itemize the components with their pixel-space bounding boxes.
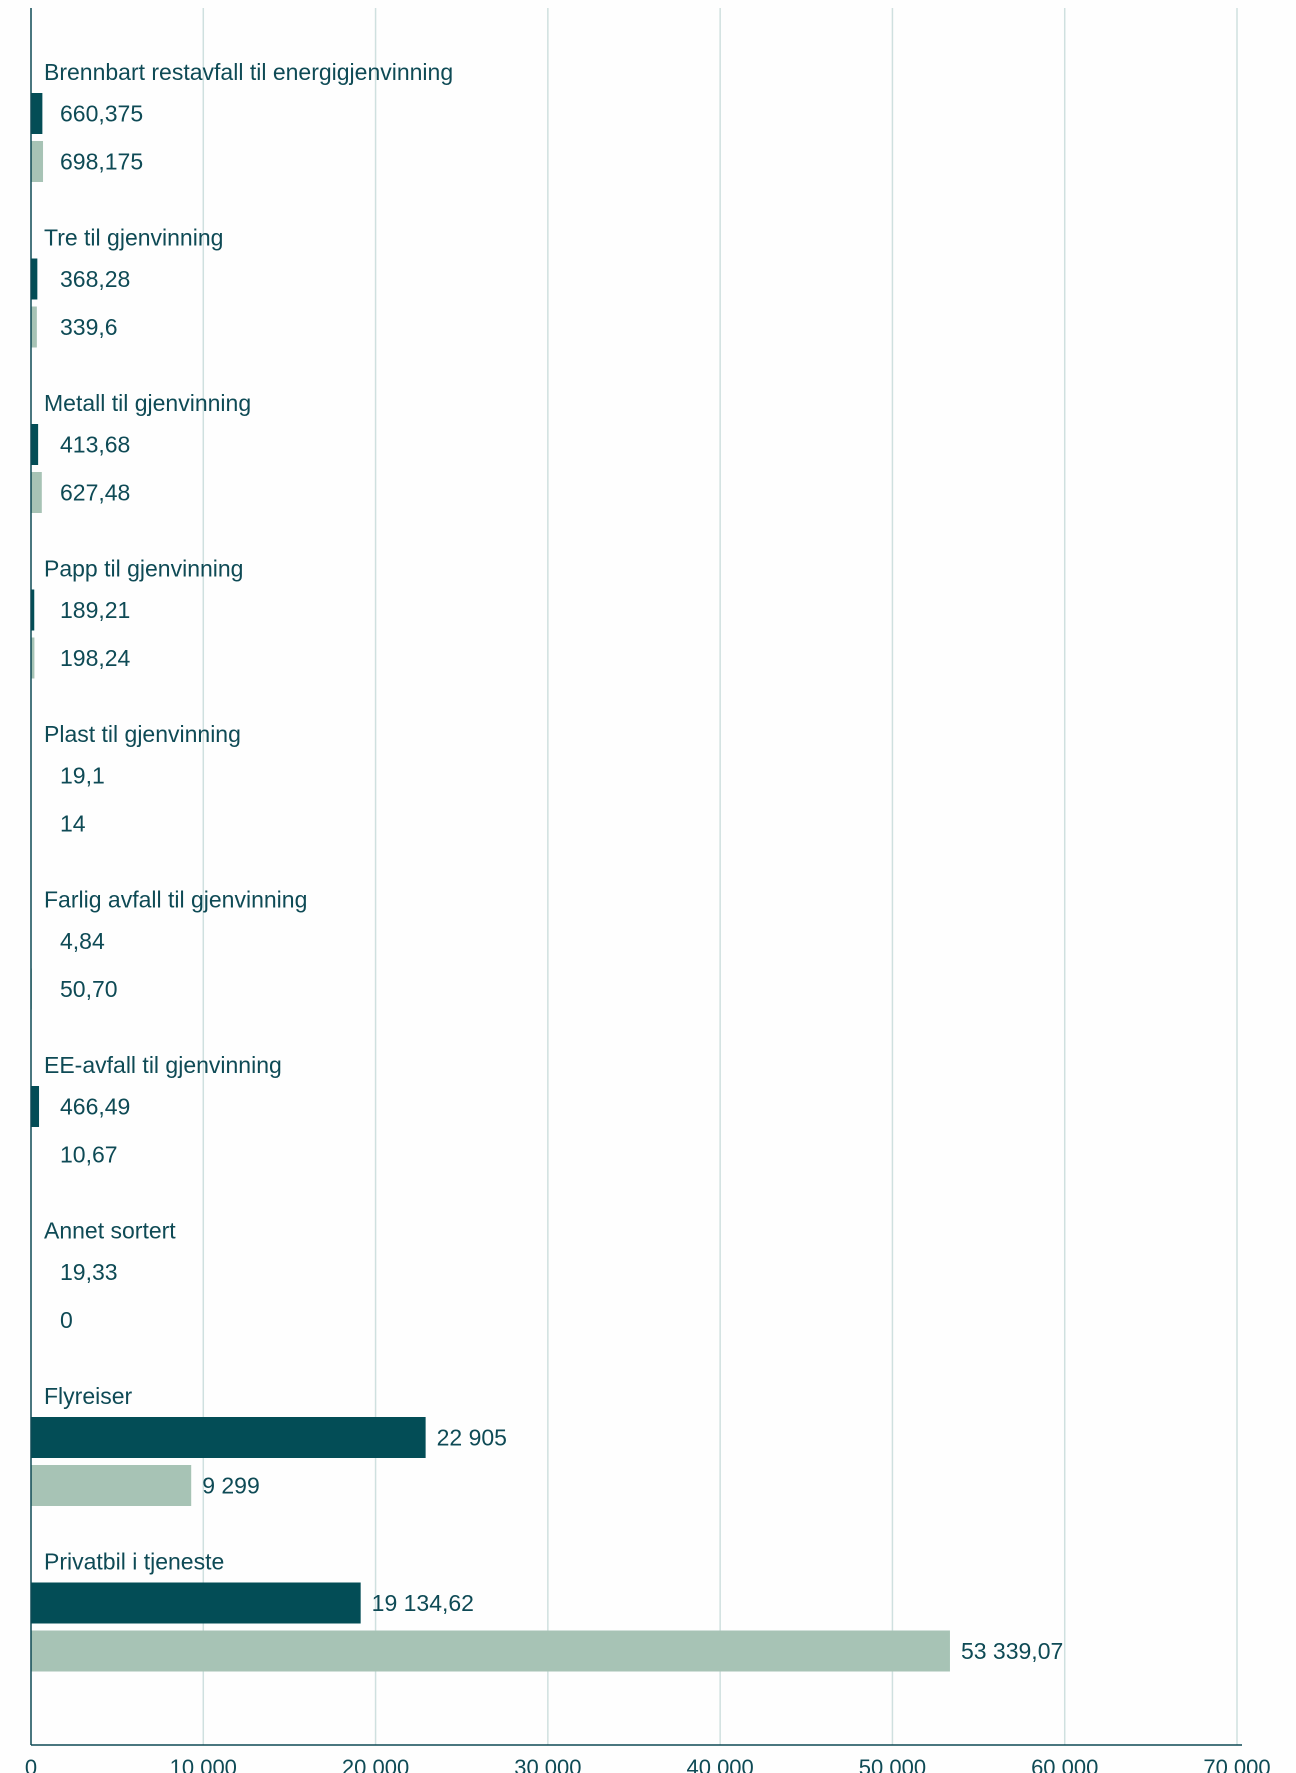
value-label: 19,33: [60, 1259, 118, 1285]
value-label: 10,67: [60, 1142, 118, 1168]
bar-series-1: [31, 258, 38, 300]
x-tick-label: 40 000: [686, 1755, 753, 1773]
x-tick-label: 50 000: [859, 1755, 926, 1773]
x-tick-label: 30 000: [514, 1755, 581, 1773]
category-label: Papp til gjenvinning: [44, 556, 243, 582]
value-label: 660,375: [60, 101, 143, 127]
x-tick-label: 70 000: [1203, 1755, 1270, 1773]
bar-series-2: [31, 1630, 950, 1672]
value-label: 368,28: [60, 266, 130, 292]
value-label: 19 134,62: [372, 1590, 474, 1616]
bar-series-2: [31, 472, 42, 513]
label-layer: Brennbart restavfall til energigjenvinni…: [44, 59, 1063, 1664]
value-label: 698,175: [60, 149, 143, 175]
x-tick-label: 0: [25, 1755, 37, 1773]
grid-layer: [202, 8, 1238, 1745]
bar-series-2: [31, 1465, 192, 1506]
category-label: Tre til gjenvinning: [44, 225, 223, 251]
value-label: 53 339,07: [961, 1638, 1063, 1664]
x-tick-label: 10 000: [170, 1755, 237, 1773]
bar-series-1: [31, 1417, 426, 1458]
value-label: 9 299: [202, 1473, 260, 1499]
value-label: 339,6: [60, 314, 118, 340]
bar-series-1: [31, 424, 39, 465]
category-label: Metall til gjenvinning: [44, 390, 251, 416]
axis-layer: 0 10 000 20 000 30 000 40 000 50 000 60 000 70 …: [25, 8, 1271, 1773]
value-label: 627,48: [60, 480, 130, 506]
category-label: EE-avfall til gjenvinning: [44, 1052, 282, 1078]
bar-series-1: [31, 93, 43, 134]
bar-series-1: [31, 589, 35, 631]
bar-series-2: [31, 637, 35, 679]
category-label: Privatbil i tjeneste: [44, 1549, 224, 1575]
value-label: 0: [60, 1307, 73, 1333]
category-label: Annet sortert: [44, 1218, 176, 1244]
x-tick-label: 60 000: [1031, 1755, 1098, 1773]
value-label: 198,24: [60, 645, 131, 671]
value-label: 19,1: [60, 763, 105, 789]
category-label: Farlig avfall til gjenvinning: [44, 887, 307, 913]
value-label: 22 905: [437, 1425, 507, 1451]
category-label: Brennbart restavfall til energigjenvinni…: [44, 59, 453, 85]
bar-series-2: [31, 306, 37, 348]
value-label: 413,68: [60, 432, 130, 458]
bar-layer: [31, 93, 950, 1672]
value-label: 189,21: [60, 597, 130, 623]
bar-series-1: [31, 1086, 40, 1127]
x-tick-label: 20 000: [342, 1755, 409, 1773]
bar-series-2: [31, 141, 44, 182]
value-label: 4,84: [60, 928, 105, 954]
bar-series-1: [31, 1582, 361, 1624]
value-label: 50,70: [60, 976, 118, 1002]
value-label: 14: [60, 811, 86, 837]
category-label: Plast til gjenvinning: [44, 721, 241, 747]
value-label: 466,49: [60, 1094, 130, 1120]
category-label: Flyreiser: [44, 1383, 133, 1409]
